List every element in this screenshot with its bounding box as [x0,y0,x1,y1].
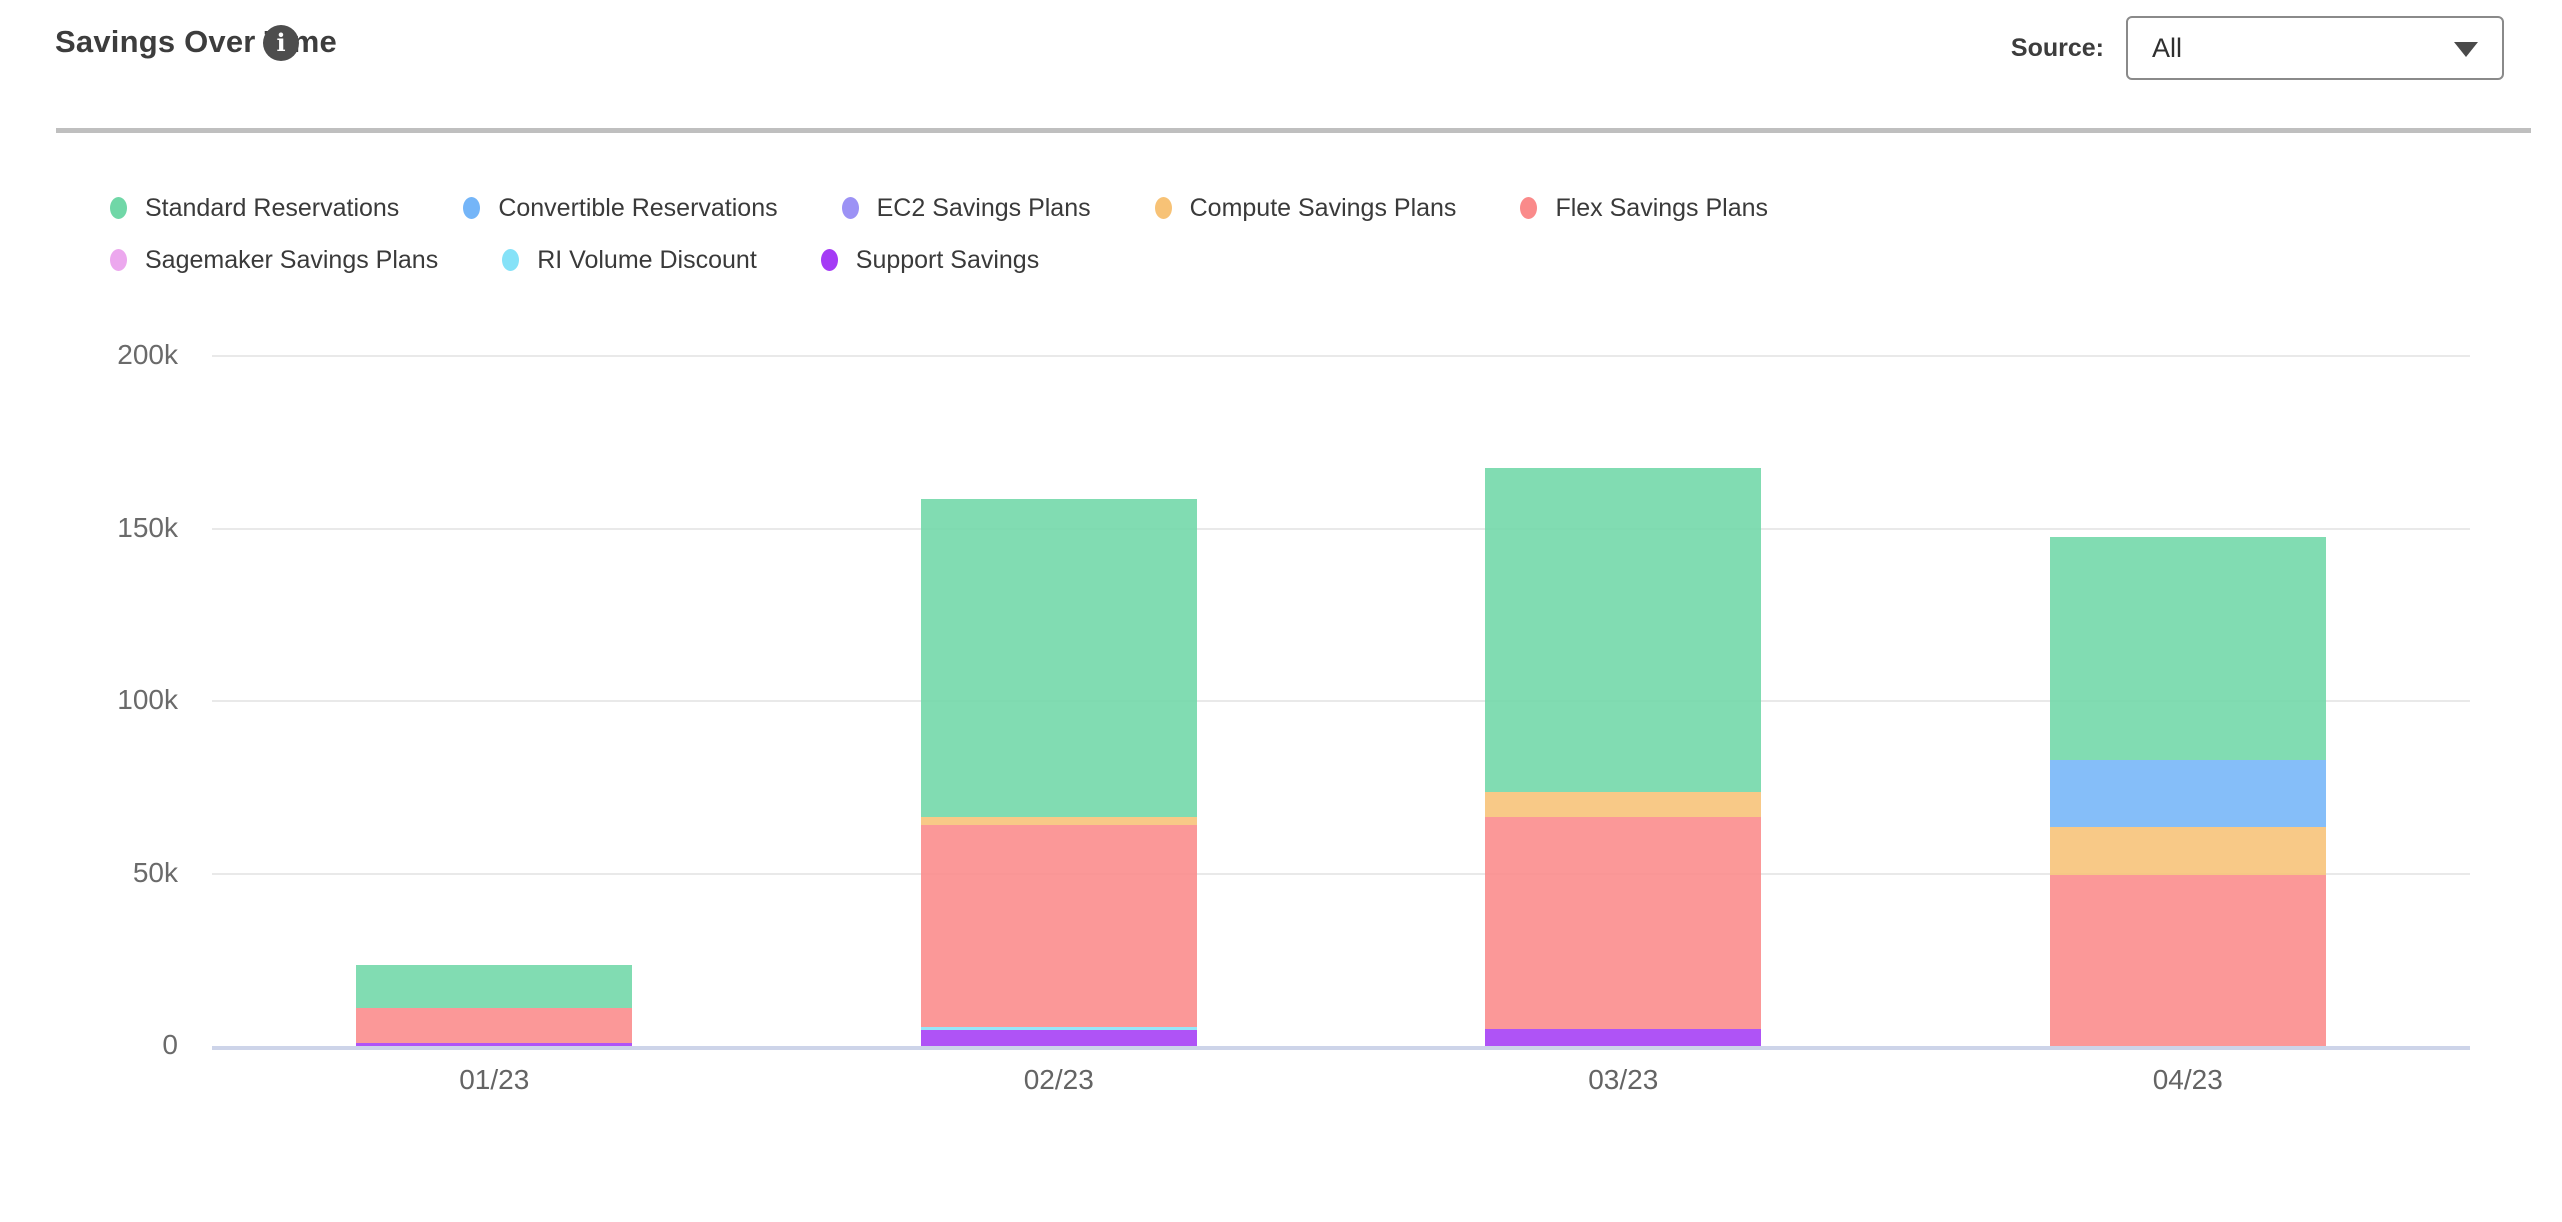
legend-item-label: Support Savings [855,245,1040,274]
legend-row: Sagemaker Savings Plans RI Volume Discoun… [110,234,2482,286]
bar-segment[interactable] [2049,875,2326,1046]
bar-segment[interactable] [1485,792,1762,817]
legend-row: Standard Reservations Convertible Reserva… [110,182,2482,234]
x-axis-tick-label: 01/23 [459,1064,530,1095]
bar-segment[interactable] [356,1042,633,1046]
bar-segment[interactable] [356,1008,633,1043]
legend-item[interactable]: EC2 Savings Plans [841,193,1091,223]
legend-item-label: Convertible Reservations [498,193,778,222]
bar-segment[interactable] [920,1030,1197,1046]
legend-item[interactable]: RI Volume Discount [502,246,757,275]
bar-segment[interactable] [1485,468,1762,793]
gridline [212,527,2470,530]
y-axis-tick-label: 100k [117,684,178,715]
legend-item[interactable]: Sagemaker Savings Plans [110,246,438,275]
legend-dot-icon [1520,197,1538,219]
legend-item-label: RI Volume Discount [537,245,757,274]
legend-dot-icon [463,197,481,219]
info-icon[interactable]: i [263,25,299,61]
legend-item-label: Compute Savings Plans [1189,193,1457,222]
legend-item-label: Sagemaker Savings Plans [145,245,439,274]
chevron-down-icon [2454,42,2478,57]
legend-item[interactable]: Flex Savings Plans [1520,194,1768,223]
legend-item-label: EC2 Savings Plans [876,193,1091,222]
bar-segment[interactable] [2049,826,2326,876]
gridline [212,355,2470,357]
y-axis-tick-label: 200k [117,339,178,370]
bar-segment[interactable] [920,816,1197,826]
bar-segment[interactable] [920,1027,1197,1031]
x-axis-tick-label: 03/23 [1588,1064,1659,1095]
bar-segment[interactable] [920,825,1197,1027]
bar-segment[interactable] [356,964,633,1009]
bar-segment[interactable] [2049,537,2326,760]
legend-dot-icon [502,249,520,271]
source-label: Source: [2010,33,2104,62]
legend: Standard Reservations Convertible Reserva… [110,182,2482,286]
legend-item-label: Flex Savings Plans [1555,193,1769,222]
source-control: Source: All [2011,16,2504,80]
x-axis-line [212,1046,2470,1050]
bar-segment[interactable] [1485,816,1762,1029]
y-axis-tick-label: 50k [132,856,178,888]
legend-item[interactable]: Support Savings [820,245,1040,275]
y-axis-tick-label: 0 [162,1029,178,1060]
source-dropdown-value: All [2152,32,2183,63]
legend-item[interactable]: Compute Savings Plans [1154,193,1457,223]
legend-item[interactable]: Standard Reservations [110,194,399,223]
bar-segment[interactable] [2049,759,2326,827]
legend-dot-icon [110,249,127,271]
legend-dot-icon [1154,197,1172,219]
source-dropdown[interactable]: All [2126,16,2504,80]
legend-item[interactable]: Convertible Reservations [463,193,778,223]
legend-dot-icon [110,197,127,219]
legend-dot-icon [820,249,838,271]
header-divider [56,128,2531,133]
gridline [212,700,2470,702]
gridline [212,872,2470,875]
legend-item-label: Standard Reservations [145,193,400,222]
x-axis-tick-label: 04/23 [2152,1064,2223,1095]
bar-segment[interactable] [1485,1028,1762,1046]
y-axis-tick-label: 150k [117,511,178,543]
legend-dot-icon [841,197,859,219]
bar-segment[interactable] [920,499,1197,817]
x-axis-tick-label: 02/23 [1023,1064,1094,1095]
